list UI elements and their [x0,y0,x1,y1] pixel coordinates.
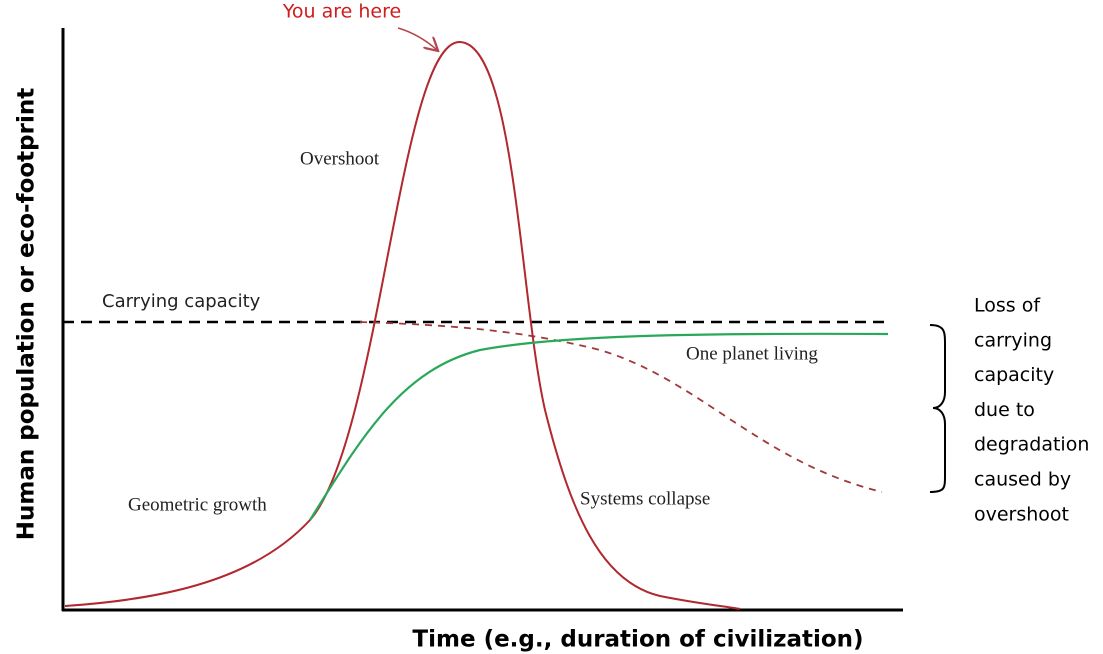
annotation-line: overshoot [974,503,1069,525]
overshoot-curve [64,40,741,610]
annotation-line: carrying [974,329,1052,351]
annotation-line: caused by [974,469,1071,491]
label-geometric-growth: Geometric growth [128,494,267,515]
pointer-label: You are here [282,1,401,23]
degraded-capacity-curve [359,321,883,493]
annotation: Loss of carrying capacity due to degradation… [974,295,1089,526]
annotation-line: Loss of [974,295,1041,317]
label-carrying-capacity: Carrying capacity [102,291,261,312]
annotation-line: due to [974,399,1035,421]
label-systems-collapse: Systems collapse [580,488,710,509]
annotation-line: degradation [974,434,1089,456]
annotation-line: capacity [974,364,1054,386]
label-one-planet: One planet living [686,343,818,364]
y-axis-label: Human population or eco-footprint [14,88,40,540]
pointer-arrow [397,27,437,50]
brace [929,324,946,493]
sustainable-curve [309,332,889,521]
label-overshoot: Overshoot [300,148,380,169]
x-axis-label: Time (e.g., duration of civilization) [412,627,863,653]
